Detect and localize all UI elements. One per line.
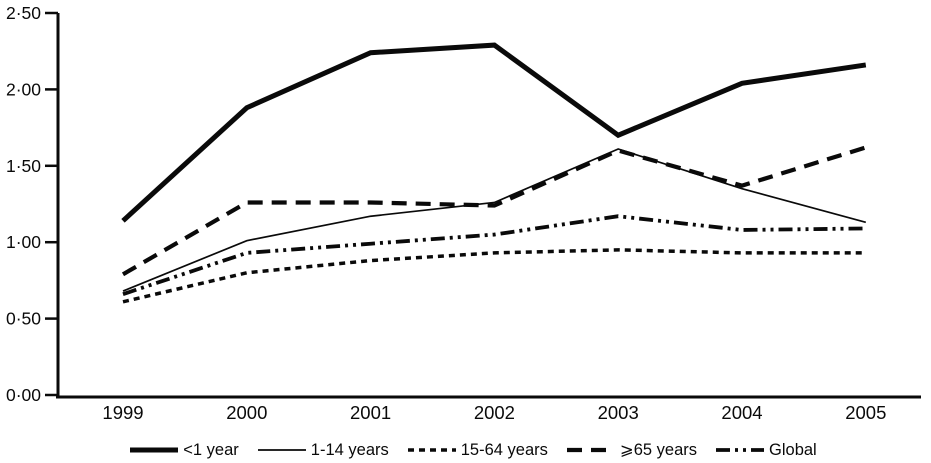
legend-label: 1-14 years — [310, 440, 389, 459]
y-axis-tick-label: 1·00 — [6, 232, 41, 252]
y-axis-tick-label: 2·00 — [6, 79, 41, 99]
y-axis-tick-label: 0·50 — [6, 309, 41, 329]
y-axis-tick-label: 1·50 — [6, 156, 41, 176]
legend-line-swatch-icon — [407, 448, 456, 452]
legend-line-swatch-icon — [716, 448, 765, 452]
x-axis-label-1999: 1999 — [102, 402, 143, 423]
legend-label: Global — [769, 440, 817, 459]
legend-item-15-64-years: 15-64 years — [407, 440, 548, 460]
series-line-15-64-years — [122, 248, 866, 304]
series-line-global — [122, 214, 866, 296]
legend-item--1-year: <1 year — [130, 441, 239, 460]
chart-legend: <1 year 1-14 years 15-64 years ⩾65 years Glo… — [8, 437, 931, 463]
data-series — [121, 42, 867, 304]
legend-label: 15-64 years — [460, 440, 548, 459]
legend-line-swatch-icon — [566, 447, 615, 453]
legend-item-1-14-years: 1-14 years — [257, 440, 389, 460]
x-axis-label-2005: 2005 — [845, 402, 886, 423]
axes: 0·00 0·50 1·00 1·50 2·00 2·50 1999 2000 2001 2002… — [6, 3, 921, 423]
x-axis-label-2000: 2000 — [226, 402, 267, 423]
legend-line-swatch-icon — [130, 447, 179, 453]
y-axis-tick-label: 2·50 — [6, 3, 41, 23]
legend-label: <1 year — [183, 440, 239, 459]
legend-item--65-years: ⩾65 years — [566, 440, 698, 460]
x-axis-label-2004: 2004 — [721, 402, 762, 423]
legend-label: ⩾65 years — [619, 441, 698, 459]
x-axis-label-2003: 2003 — [598, 402, 639, 423]
legend-item-global: Global — [716, 441, 817, 460]
series-line--1-year — [121, 42, 867, 223]
y-axis-tick-label: 0·00 — [6, 385, 41, 405]
series-line--65-years — [121, 145, 867, 277]
x-axis-label-2001: 2001 — [350, 402, 391, 423]
series-line-1-14-years — [122, 148, 867, 292]
x-axis-label-2002: 2002 — [474, 402, 515, 423]
legend-line-swatch-icon — [257, 449, 306, 451]
